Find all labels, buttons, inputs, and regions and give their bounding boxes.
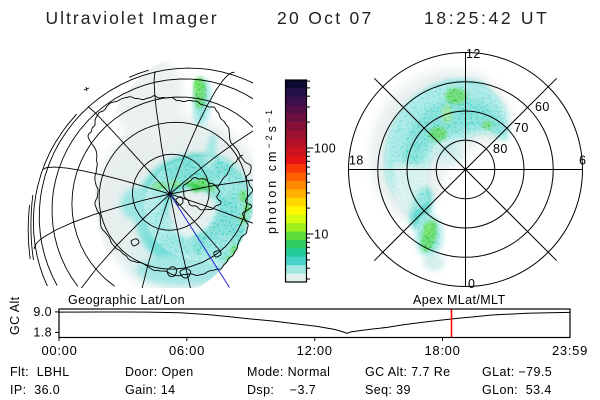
svg-text:23:59: 23:59 [552,343,588,358]
svg-text:Flt: LBHL: Flt: LBHL [10,365,70,379]
svg-text:GC Alt: 7.7 Re: GC Alt: 7.7 Re [365,365,451,379]
svg-text:100: 100 [314,142,336,156]
svg-text:12:00: 12:00 [297,343,333,358]
svg-text:9.0: 9.0 [33,305,52,319]
svg-text:1.8: 1.8 [33,325,52,339]
svg-text:Door: Open: Door: Open [125,365,194,379]
svg-text:20 Oct 07: 20 Oct 07 [277,8,374,28]
svg-text:70: 70 [514,121,529,135]
svg-text:GLat: −79.5: GLat: −79.5 [482,365,552,379]
svg-text:18: 18 [349,154,364,168]
svg-text:06:00: 06:00 [169,343,205,358]
svg-text:60: 60 [535,100,550,114]
svg-text:Ultraviolet Imager: Ultraviolet Imager [46,8,219,28]
svg-text:Geographic Lat/Lon: Geographic Lat/Lon [68,293,185,307]
svg-text:Mode: Normal: Mode: Normal [247,365,330,379]
svg-text:IP: 36.0: IP: 36.0 [10,383,60,397]
svg-text:18:25:42 UT: 18:25:42 UT [424,8,549,28]
svg-text:12: 12 [466,47,481,61]
svg-text:80: 80 [493,142,508,156]
svg-text:Dsp: −3.7: Dsp: −3.7 [247,383,316,397]
svg-text:18:00: 18:00 [424,343,460,358]
svg-text:6: 6 [579,154,586,168]
svg-text:GLon: 53.4: GLon: 53.4 [482,383,552,397]
svg-text:00:00: 00:00 [41,343,77,358]
svg-text:Seq: 39: Seq: 39 [365,383,411,397]
svg-text:photon cm−2s−1: photon cm−2s−1 [264,107,279,234]
svg-text:Apex MLat/MLT: Apex MLat/MLT [413,293,506,307]
svg-text:0: 0 [468,277,475,291]
svg-text:GC Alt: GC Alt [8,296,22,335]
svg-text:Gain: 14: Gain: 14 [125,383,175,397]
svg-text:10: 10 [314,228,329,242]
